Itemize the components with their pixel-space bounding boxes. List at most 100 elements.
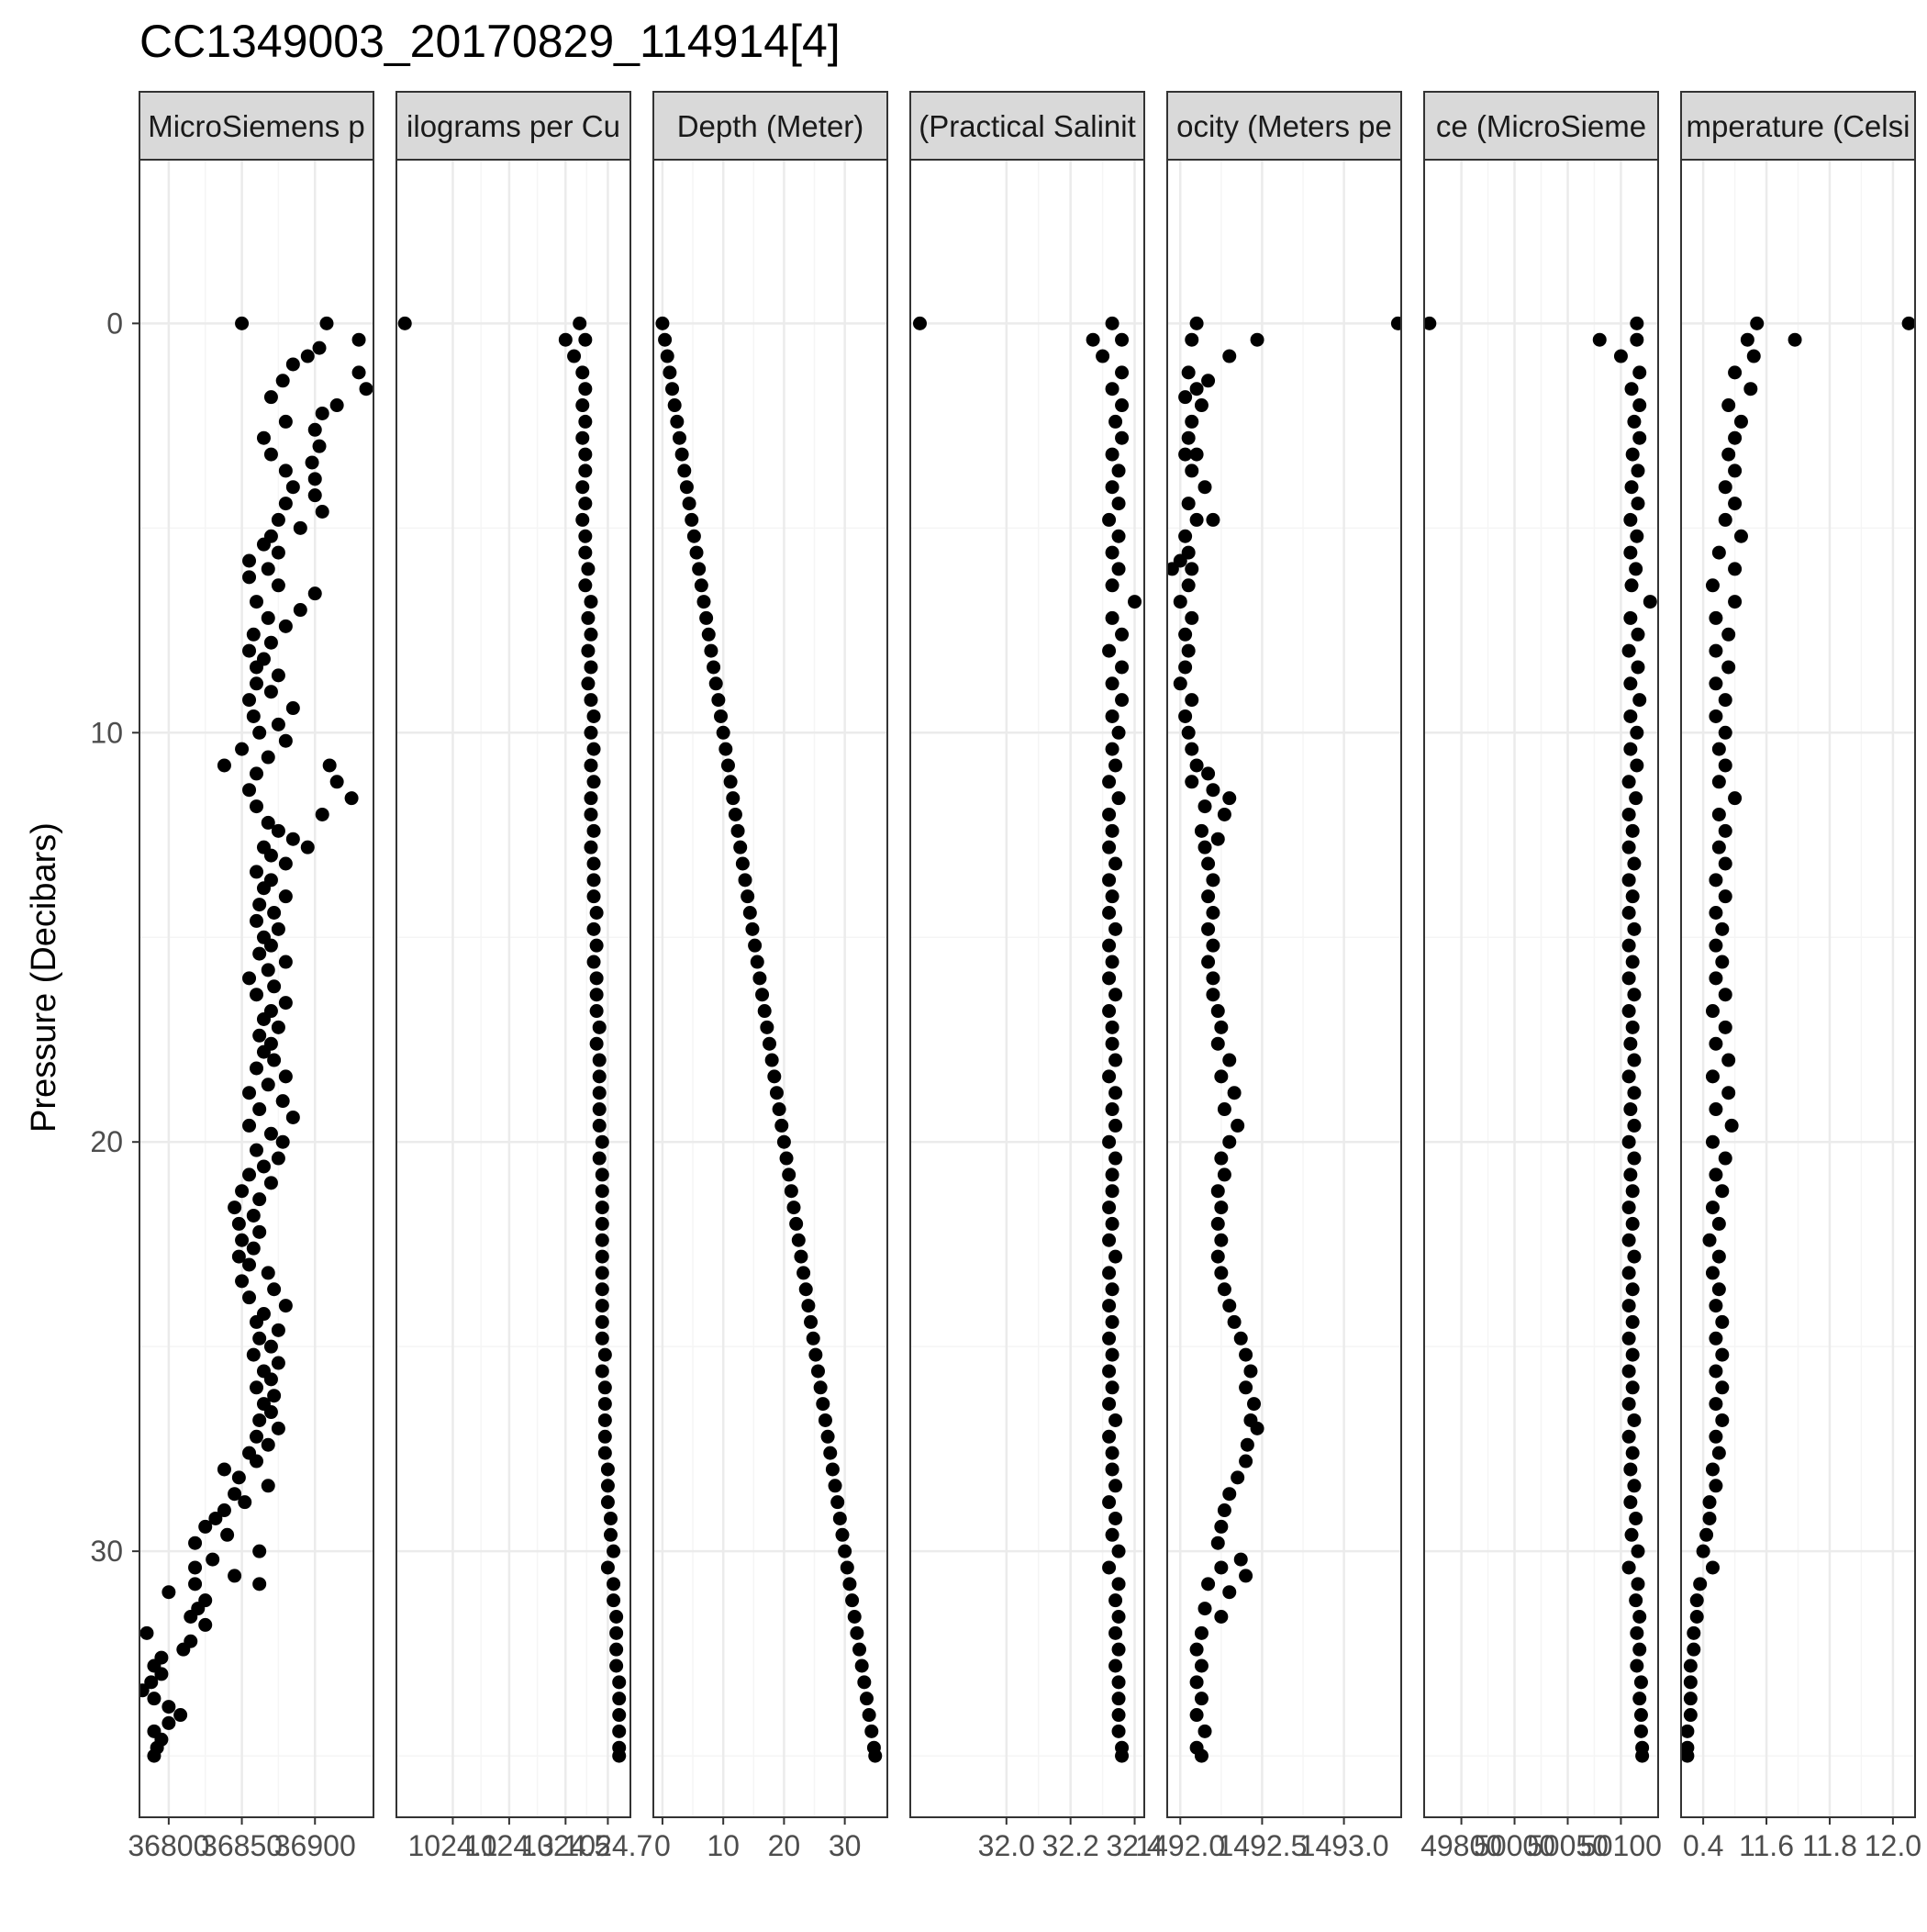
- facet-strip: [1423, 91, 1659, 161]
- data-point: [1105, 1527, 1119, 1542]
- data-point: [1681, 1748, 1695, 1763]
- data-point: [859, 1692, 874, 1706]
- data-point: [1206, 988, 1220, 1002]
- data-point: [704, 643, 718, 658]
- data-point: [1115, 660, 1130, 675]
- data-point: [1214, 1519, 1229, 1534]
- data-point: [242, 1257, 257, 1272]
- data-point: [1115, 365, 1130, 380]
- x-tick-label: 0.4: [1683, 1829, 1723, 1862]
- data-point: [730, 823, 745, 838]
- data-point: [1105, 1102, 1119, 1117]
- data-point: [173, 1708, 188, 1723]
- data-point: [1111, 1692, 1126, 1706]
- data-point: [1625, 1446, 1640, 1460]
- data-point: [1102, 1233, 1117, 1247]
- data-point: [252, 1192, 267, 1207]
- data-point: [1111, 1708, 1126, 1723]
- data-point: [707, 660, 721, 675]
- data-point: [1181, 497, 1196, 511]
- data-point: [1185, 463, 1199, 478]
- data-point: [584, 725, 598, 740]
- data-point: [679, 480, 694, 495]
- data-point: [1102, 1560, 1117, 1575]
- panel-grid: [1424, 160, 1658, 1817]
- data-point: [584, 660, 598, 675]
- data-point: [261, 1078, 275, 1092]
- data-point: [578, 463, 593, 478]
- data-point: [1728, 463, 1743, 478]
- data-point: [252, 946, 267, 961]
- data-point: [1715, 1347, 1730, 1362]
- data-point: [838, 1544, 852, 1558]
- data-point: [1214, 1020, 1229, 1034]
- facet-strip-label: mperature (Celsi: [1687, 109, 1910, 143]
- data-point: [1788, 332, 1802, 347]
- data-point: [757, 1004, 772, 1019]
- data-point: [1111, 791, 1126, 806]
- data-point: [786, 1201, 801, 1215]
- data-point: [1705, 1069, 1720, 1084]
- data-point: [592, 1102, 607, 1117]
- data-point: [198, 1519, 213, 1534]
- data-point: [1102, 512, 1117, 527]
- data-point: [584, 791, 598, 806]
- data-point: [252, 1224, 267, 1239]
- data-point: [578, 447, 593, 462]
- data-point: [1185, 775, 1199, 789]
- data-point: [592, 1086, 607, 1100]
- data-point: [1217, 1167, 1231, 1182]
- data-point: [278, 955, 293, 969]
- data-point: [1189, 1708, 1204, 1723]
- data-point: [1222, 1134, 1237, 1149]
- data-point: [1201, 921, 1216, 936]
- data-point: [1624, 578, 1639, 593]
- data-point: [857, 1675, 872, 1690]
- data-point: [1111, 1544, 1126, 1558]
- data-point: [238, 1495, 252, 1510]
- data-point: [1105, 1347, 1119, 1362]
- data-point: [1627, 1151, 1642, 1166]
- data-point: [252, 1544, 267, 1558]
- data-point: [1630, 1625, 1644, 1640]
- data-point: [735, 856, 750, 871]
- data-point: [250, 676, 263, 691]
- data-point: [1621, 1233, 1636, 1247]
- data-point: [711, 693, 726, 708]
- data-point: [1247, 1397, 1262, 1412]
- data-point: [1621, 1069, 1636, 1084]
- data-point: [139, 1625, 154, 1640]
- data-point: [1210, 832, 1225, 846]
- data-point: [603, 1511, 618, 1525]
- data-point: [271, 823, 285, 838]
- facet-strip-label: ilograms per Cu: [407, 109, 620, 143]
- data-point: [1632, 430, 1647, 445]
- data-point: [813, 1380, 828, 1395]
- data-point: [1630, 332, 1644, 347]
- data-point: [1702, 1495, 1717, 1510]
- data-point: [246, 709, 261, 723]
- data-point: [228, 1201, 242, 1215]
- data-point: [1715, 955, 1730, 969]
- data-point: [575, 398, 590, 413]
- data-point: [597, 1347, 612, 1362]
- data-point: [584, 693, 598, 708]
- data-point: [748, 938, 763, 953]
- data-point: [1629, 1593, 1643, 1608]
- data-point: [578, 497, 593, 511]
- data-point: [263, 685, 278, 699]
- data-point: [597, 1446, 612, 1460]
- data-point: [1721, 398, 1736, 413]
- data-point: [271, 717, 285, 731]
- data-point: [220, 1527, 235, 1542]
- data-point: [1623, 1036, 1638, 1051]
- data-point: [612, 1708, 627, 1723]
- data-point: [1721, 1053, 1736, 1067]
- data-point: [600, 1560, 615, 1575]
- data-point: [1222, 791, 1237, 806]
- data-point: [607, 1577, 621, 1591]
- data-point: [1687, 1642, 1701, 1657]
- data-point: [808, 1347, 823, 1362]
- data-point: [1102, 1495, 1117, 1510]
